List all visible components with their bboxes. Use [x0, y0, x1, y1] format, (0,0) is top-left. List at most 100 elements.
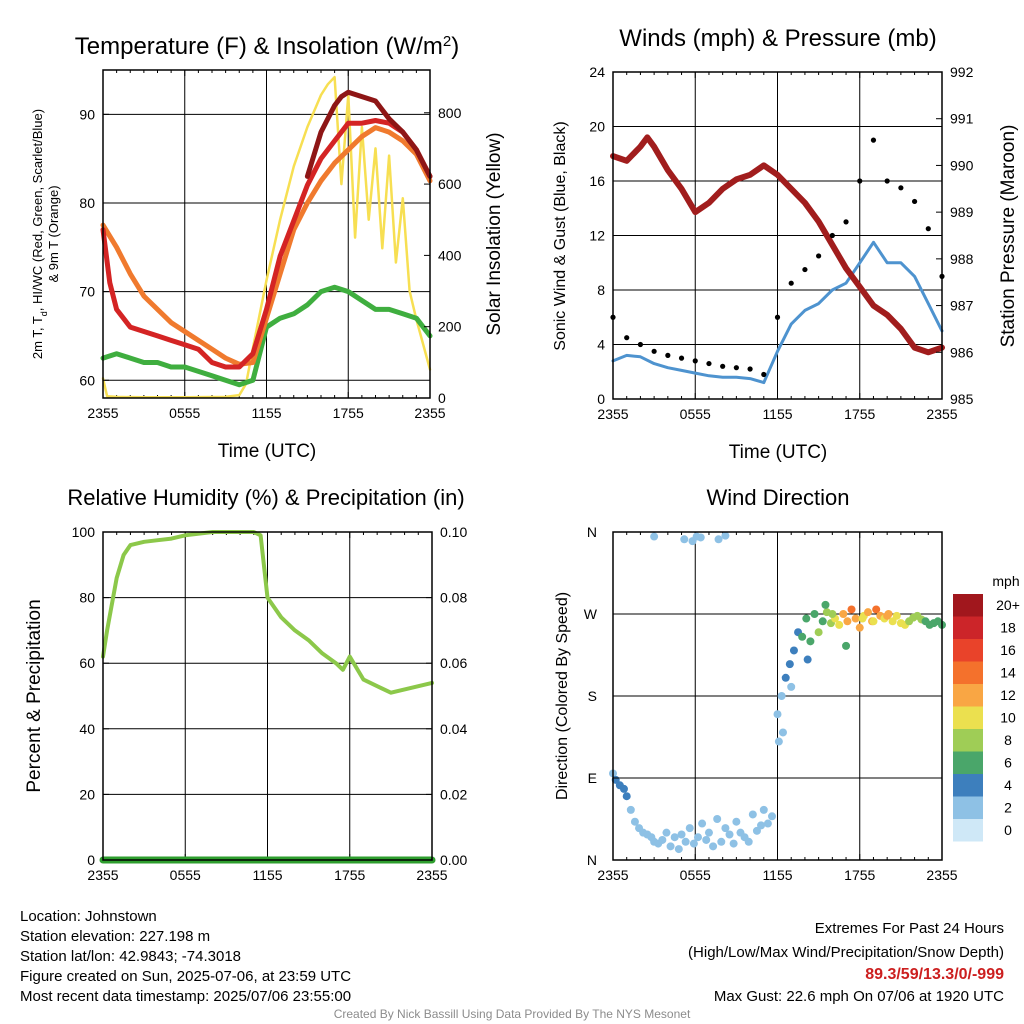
dir-direction-point [670, 833, 679, 842]
wind-y2-tick-label: 992 [950, 64, 974, 80]
dir-direction-point [717, 837, 726, 846]
dir-x-tick-label: 2355 [597, 867, 628, 883]
temp-series-t2m [100, 118, 433, 370]
wind-y2label: Station Pressure (Maroon) [998, 125, 1019, 348]
wind-series-sonic-wind [611, 240, 944, 385]
dir-y-tick-label: S [588, 688, 597, 704]
wind-gust-point [816, 253, 822, 259]
dir-colorbar-swatch [953, 774, 983, 797]
dir-direction-point [768, 812, 777, 821]
wind-x-tick-label: 2355 [597, 406, 628, 422]
dir-colorbar-label: 14 [1000, 665, 1016, 681]
dir-colorbar-swatch [953, 819, 983, 842]
dir-direction-point [785, 660, 794, 669]
wind-gust-point [706, 360, 712, 367]
dir-direction-point [798, 632, 807, 641]
dir-direction-point [721, 824, 730, 833]
dir-colorbar-label: 12 [1000, 687, 1016, 703]
rh-y2-tick-label: 0.06 [440, 655, 467, 671]
temp-series-insolation [101, 75, 432, 399]
wind-gust-point [637, 341, 644, 348]
wind-gust-point [624, 335, 630, 341]
dir-direction-point [803, 655, 812, 664]
wind-gust-point [802, 266, 808, 273]
dir-colorbar-swatch [953, 796, 983, 819]
dir-direction-point [732, 817, 741, 826]
dir-colorbar-label: 2 [1004, 800, 1012, 816]
wind-y2-tick-label: 985 [950, 391, 974, 407]
latlon-text: Station lat/lon: 42.9843; -74.3018 [20, 948, 242, 965]
dir-direction-point [709, 842, 718, 851]
dir-direction-point [892, 611, 901, 620]
wind-y2-tick-label: 989 [950, 204, 974, 220]
dir-colorbar-label: 0 [1004, 822, 1012, 838]
recent-data-text: Most recent data timestamp: 2025/07/06 2… [20, 988, 352, 1005]
dir-colorbar-label: 16 [1000, 642, 1016, 658]
dir-direction-point [622, 792, 631, 801]
dir-direction-point [883, 611, 892, 620]
dir-colorbar-swatch [953, 639, 983, 662]
dir-direction-point [843, 617, 852, 626]
temp-y2-tick-label: 400 [438, 247, 462, 263]
dir-x-tick-label: 1755 [844, 867, 875, 883]
dir-colorbar-label: 18 [1000, 620, 1016, 636]
rh-x-tick-label: 2355 [87, 867, 118, 883]
wind-gust-point [761, 371, 767, 378]
wind-y-tick-label: 16 [589, 173, 605, 189]
wind-gust-point [884, 178, 890, 184]
dir-colorbar-swatch [953, 616, 983, 639]
wind-y-tick-label: 20 [589, 119, 605, 135]
temp-y2-tick-label: 800 [438, 105, 462, 121]
wind-gust-point [788, 280, 794, 286]
wind-series-pressure [610, 134, 945, 356]
wind-gust-point [665, 352, 671, 358]
wind-gust-point [829, 232, 835, 239]
dir-direction-point [674, 845, 683, 854]
rh-y2-tick-label: 0.00 [440, 852, 467, 868]
dir-direction-point [658, 835, 667, 844]
dir-direction-point [814, 628, 823, 637]
temp-y-tick-label: 70 [79, 284, 95, 300]
wind-gust-point [720, 363, 726, 369]
temp-ylabel-subscript: d [39, 311, 49, 316]
dir-direction-point [789, 646, 798, 655]
dir-direction-point [888, 617, 897, 626]
temp-ylabel-line2: & 9m T (Orange) [46, 185, 61, 282]
wind-gust-point [747, 366, 753, 372]
dir-direction-point [752, 826, 761, 835]
dir-direction-point [713, 815, 722, 823]
wind-x-tick-label: 1155 [762, 406, 792, 422]
dir-colorbar-swatch [953, 751, 983, 774]
rh-plot-border [102, 531, 433, 861]
temp-x-tick-label: 0555 [169, 405, 200, 421]
wind-y-tick-label: 24 [589, 64, 605, 80]
dir-direction-point [821, 600, 830, 609]
wind-gust-point [774, 314, 781, 320]
temp-ylabel-end: , HI/WC (Red, Green, Scarlet/Blue) [30, 109, 45, 311]
rh-y-tick-label: 40 [79, 721, 95, 737]
created-text: Figure created on Sun, 2025-07-06, at 23… [20, 968, 352, 985]
dir-direction-point [802, 614, 811, 623]
temp-series-t9m [100, 125, 433, 367]
wind-y-tick-label: 12 [589, 228, 605, 244]
dir-colorbar-swatch [953, 594, 983, 617]
dir-direction-point [828, 610, 837, 618]
dir-direction-point [704, 828, 713, 837]
dir-x-tick-label: 2355 [926, 867, 957, 883]
wind-ylabel: Sonic Wind & Gust (Blue, Black) [552, 121, 569, 350]
dir-direction-point [763, 819, 772, 828]
wind-gust-point [870, 137, 877, 143]
temp-x-tick-label: 1755 [333, 405, 364, 421]
dir-direction-point [650, 532, 659, 541]
dir-direction-point [729, 839, 738, 848]
temp-plot-border [102, 69, 431, 399]
temp-y2-tick-label: 600 [438, 176, 462, 192]
dir-direction-point [872, 605, 881, 614]
dir-direction-point [619, 784, 628, 793]
dir-direction-point [714, 535, 723, 544]
rh-x-tick-label: 2355 [416, 867, 447, 883]
dir-direction-point [810, 610, 819, 618]
dir-direction-point [773, 710, 782, 719]
dir-direction-point [725, 830, 734, 839]
dir-direction-point [681, 837, 690, 846]
